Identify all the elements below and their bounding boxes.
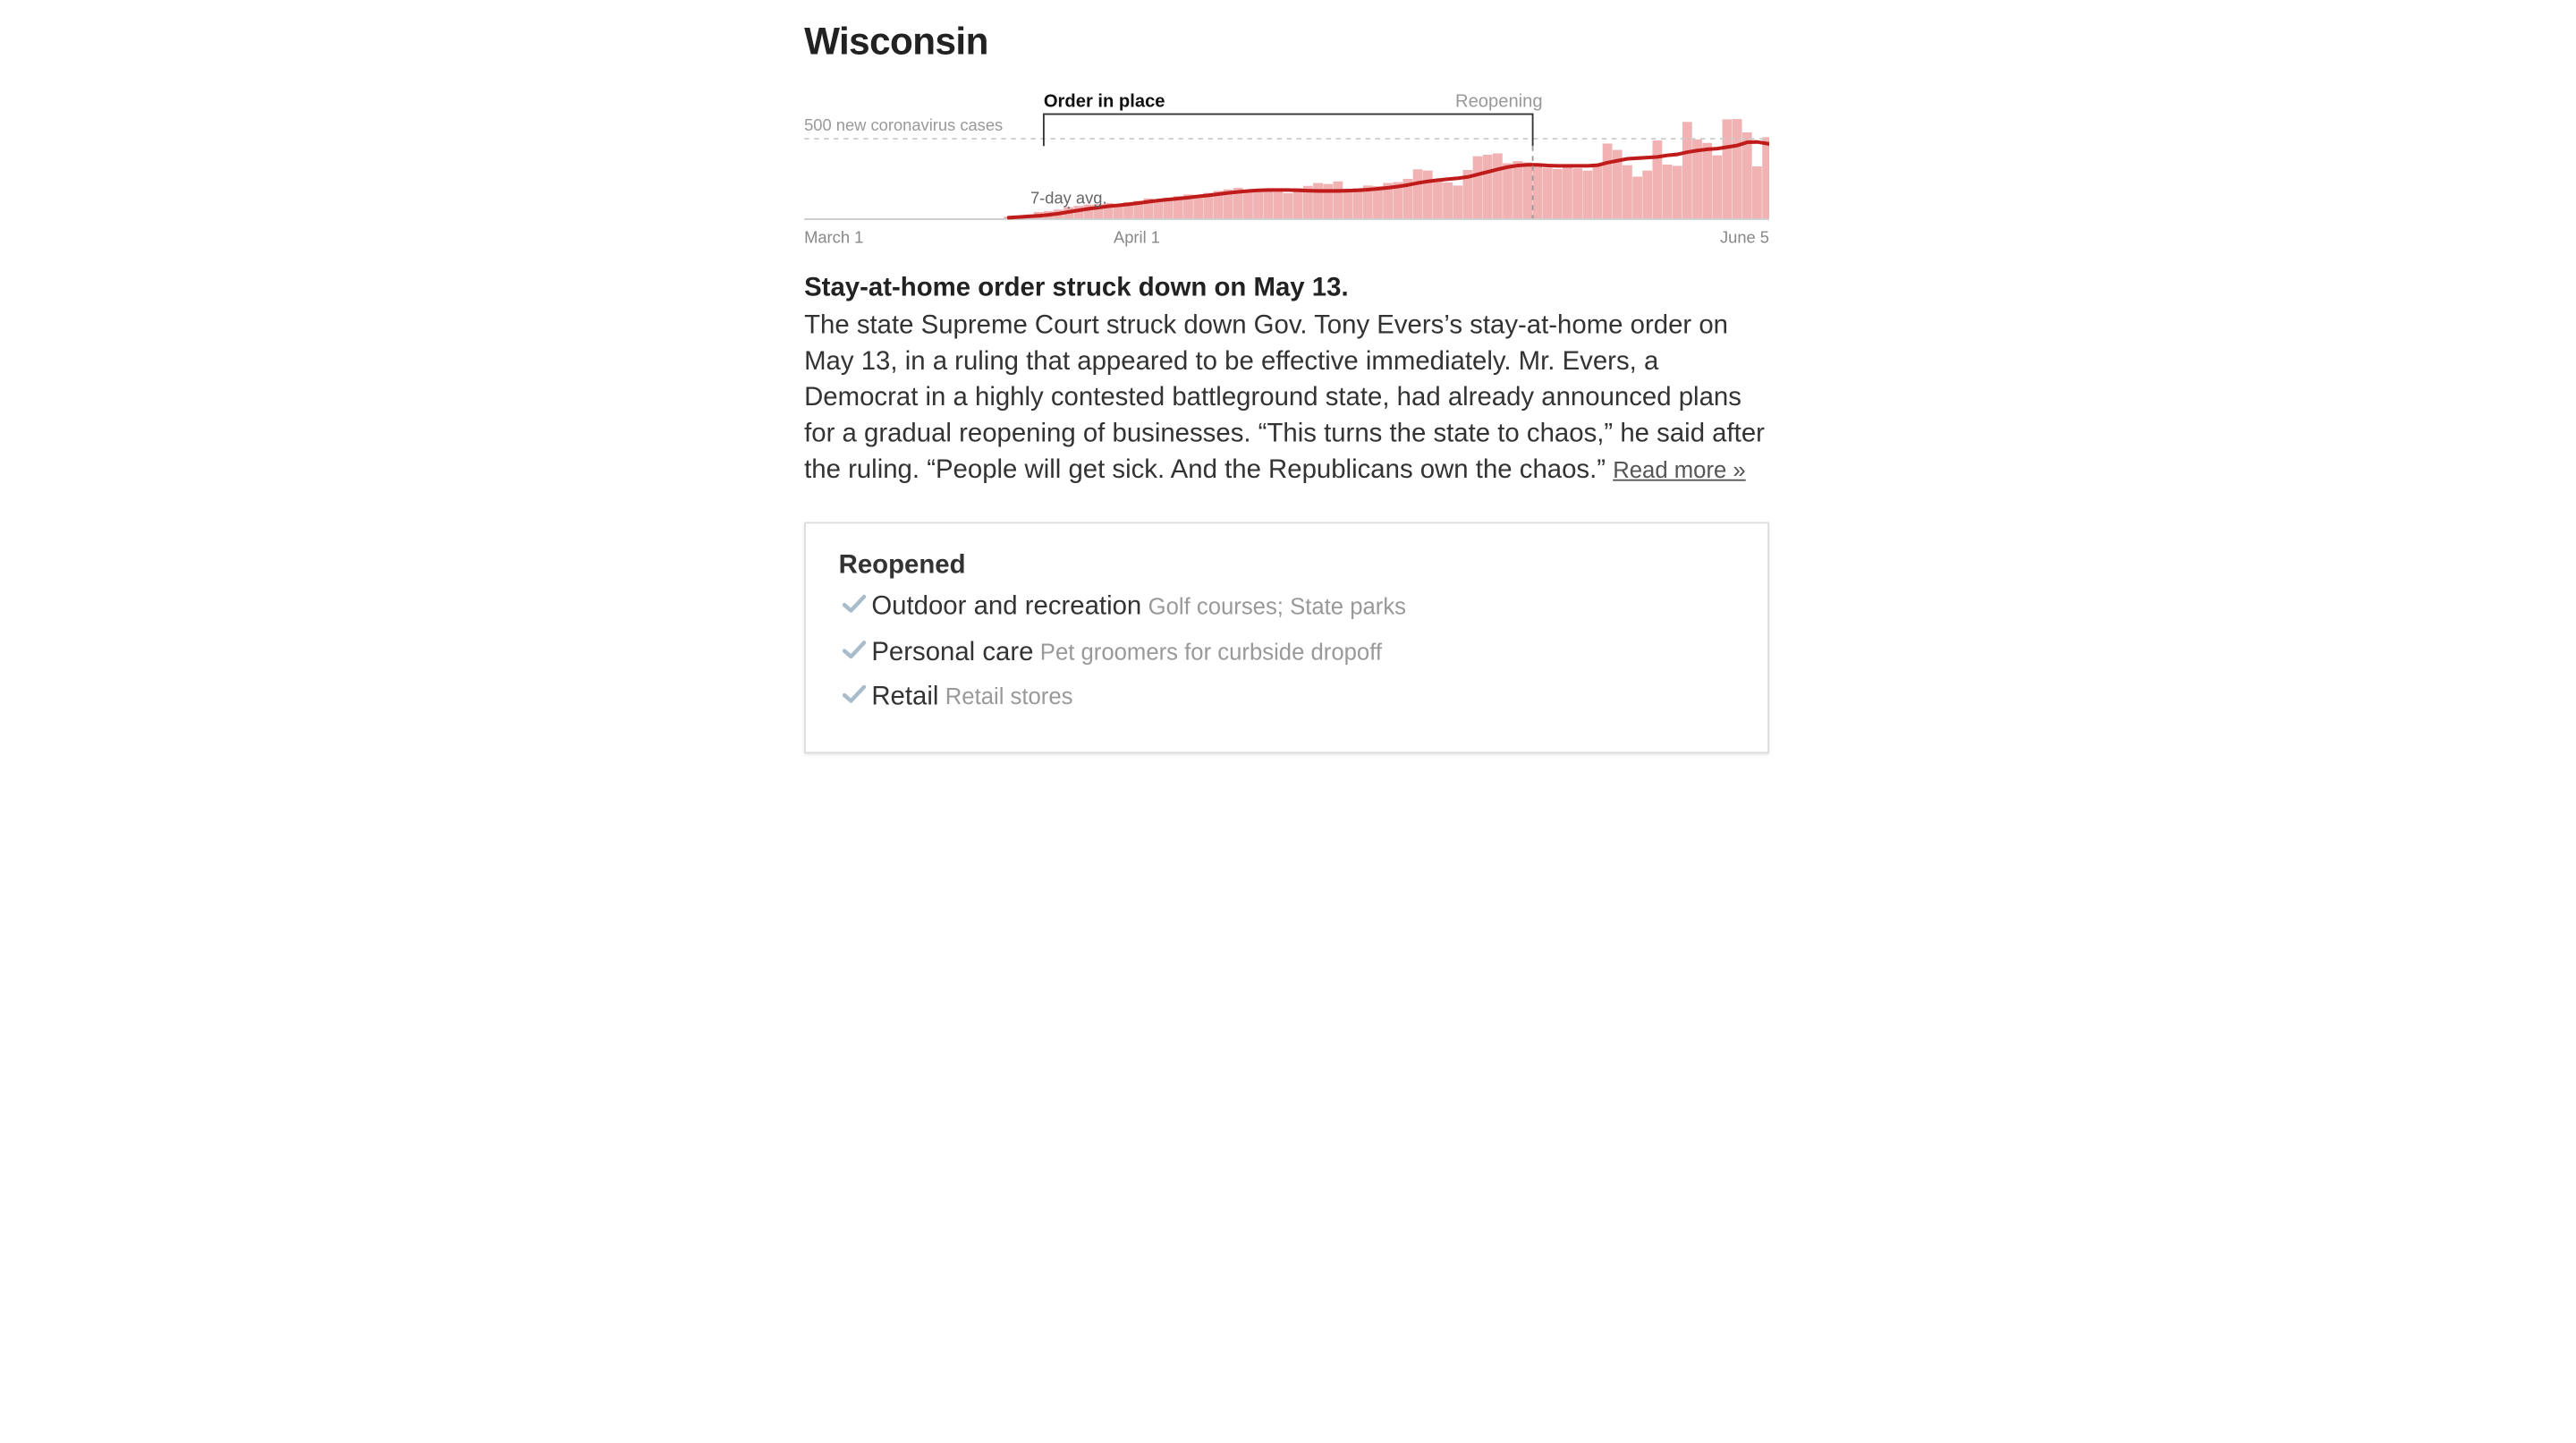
order-label: Order in place [1044,91,1165,111]
article-body: The state Supreme Court struck down Gov.… [804,309,1769,488]
case-bar [1223,189,1233,219]
case-bar [1422,170,1433,219]
case-bar [1412,169,1423,219]
case-bar [1402,178,1413,219]
avg-line [1006,140,1770,220]
case-bar [1292,188,1303,219]
case-bar [1243,190,1253,219]
case-bar [1612,149,1623,219]
reopened-item-detail: Retail stores [945,683,1073,710]
order-bracket [1042,113,1534,147]
case-bar [1762,137,1770,219]
case-bar [1682,122,1692,219]
case-bar [1323,183,1334,219]
case-bar [1343,188,1353,219]
x-tick-label: April 1 [1114,228,1160,247]
case-bar [1722,119,1733,219]
case-bar [1273,191,1284,219]
case-bar [1383,182,1394,219]
case-bar [1352,188,1363,219]
case-bar [1143,198,1154,219]
reopened-item: Retail Retail stores [842,683,1073,712]
read-more-link[interactable]: Read more » [1613,455,1746,482]
case-bar [1652,140,1663,219]
case-bar [1712,155,1723,219]
case-bar [1672,166,1682,219]
case-bar [1572,168,1583,219]
case-bar [1133,200,1144,219]
article-headline: Stay-at-home order struck down on May 13… [804,274,1349,302]
case-bar [1213,191,1224,219]
case-bar [1113,205,1123,219]
case-bar [1373,186,1383,219]
reopened-item-detail: Golf courses; State parks [1148,592,1407,620]
case-bar [1313,182,1323,219]
reopened-item-detail: Pet groomers for curbside dropoff [1039,639,1383,666]
case-bar [1623,165,1632,219]
case-bar [1103,202,1114,219]
case-bar [1283,192,1293,219]
reopened-item: Outdoor and recreation Golf courses; Stat… [842,592,1406,622]
case-bar [1563,167,1572,219]
case-bar [1203,192,1214,219]
case-bar [1153,199,1164,219]
case-bar [1532,166,1543,219]
reopened-item-label: Outdoor and recreation [871,592,1142,622]
reference-label: 500 new coronavirus cases [804,115,1003,134]
case-bar [1752,166,1762,219]
case-bar [1443,182,1453,219]
case-bar [1741,132,1752,219]
case-bar [1632,176,1642,219]
reopened-title: Reopened [838,551,966,580]
case-bar [1503,163,1513,219]
reopened-item: Personal care Pet groomers for curbside d… [842,639,1382,668]
case-bar [1662,164,1673,219]
case-bar [1582,170,1593,219]
case-bar [1522,162,1533,219]
state-title: Wisconsin [804,20,988,63]
case-bar [1123,201,1133,219]
checkmark-icon [842,592,867,622]
case-bar [1253,190,1263,219]
case-bar [1302,185,1313,219]
reopened-card: Reopened Outdoor and recreation Golf cour… [804,522,1770,754]
case-bar [1333,181,1343,219]
case-bar [1393,182,1403,219]
case-bar [1093,204,1104,219]
x-tick-label: June 5 [1720,228,1769,247]
checkmark-icon [842,639,867,668]
case-bar [1453,185,1463,219]
reopened-item-label: Retail [871,683,939,711]
case-bar [1513,161,1523,219]
case-bar [1462,169,1473,219]
case-bar [1233,187,1243,219]
reopening-label: Reopening [1455,91,1543,111]
checkmark-icon [842,683,867,712]
case-bar [1482,154,1493,219]
case-bar [1732,119,1742,219]
case-bar [1492,153,1503,219]
avg-label: 7-day avg. [1030,189,1107,208]
case-bar [1542,167,1553,219]
article-body-text: The state Supreme Court struck down Gov.… [804,311,1765,484]
cases-chart: 500 new coronavirus cases 7-day avg. Order… [804,91,1770,247]
case-bar [1433,178,1443,219]
case-bar [1362,185,1373,219]
case-bar [1183,194,1193,219]
case-bar [1263,188,1274,219]
case-bar [1592,164,1603,219]
case-bar [1552,168,1563,219]
case-bar [1602,143,1613,219]
case-bar [1642,170,1653,219]
case-bar [1173,196,1183,219]
case-bar [1083,204,1094,219]
case-bar [1193,194,1204,219]
case-bar [1472,156,1483,219]
reopened-item-label: Personal care [871,639,1034,667]
case-bar [1163,197,1174,219]
case-bar [1692,139,1702,219]
case-bar [1702,142,1713,219]
x-tick-label: March 1 [804,228,863,247]
